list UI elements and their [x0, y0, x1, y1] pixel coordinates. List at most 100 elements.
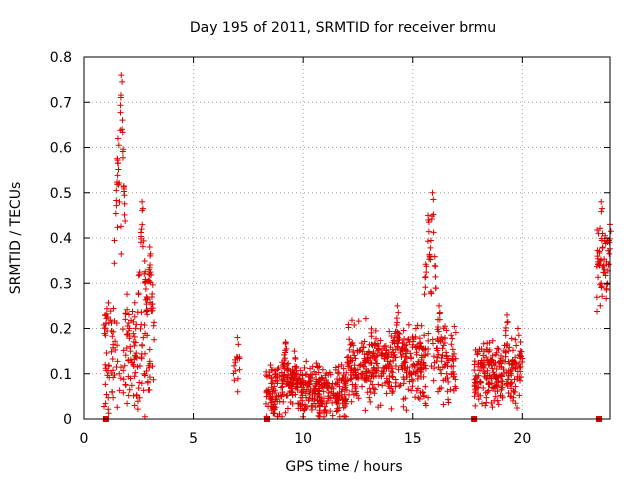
data-point	[236, 366, 243, 373]
data-point	[482, 402, 489, 409]
data-point	[476, 367, 483, 374]
data-point	[271, 401, 278, 408]
data-point	[316, 363, 323, 370]
data-point	[385, 378, 392, 385]
data-point	[440, 401, 447, 408]
data-point	[305, 397, 312, 404]
data-point	[427, 237, 434, 244]
data-point	[297, 405, 304, 412]
data-point	[395, 340, 402, 347]
data-point	[308, 406, 315, 413]
data-point	[595, 261, 602, 268]
data-point	[344, 354, 351, 361]
data-point	[414, 375, 421, 382]
data-point	[369, 342, 376, 349]
data-point	[120, 347, 127, 354]
data-point	[499, 393, 506, 400]
grid-lines	[84, 57, 610, 419]
data-point	[280, 363, 287, 370]
data-point	[422, 402, 429, 409]
data-point	[288, 388, 295, 395]
data-point	[278, 384, 285, 391]
data-point	[329, 399, 336, 406]
data-point	[600, 269, 607, 276]
data-point	[594, 247, 601, 254]
data-point	[267, 362, 274, 369]
data-point	[415, 394, 422, 401]
data-point	[148, 293, 155, 300]
data-point	[268, 366, 275, 373]
data-point	[128, 317, 135, 324]
x-axis-label: GPS time / hours	[285, 459, 402, 475]
data-point	[409, 378, 416, 385]
data-point	[601, 256, 608, 263]
data-point	[108, 348, 115, 355]
x-tick-label: 20	[513, 431, 531, 447]
data-point	[133, 354, 140, 361]
data-point	[363, 372, 370, 379]
data-point	[134, 398, 141, 405]
data-point	[296, 400, 303, 407]
data-point	[120, 389, 127, 396]
data-point	[349, 339, 356, 346]
data-point	[445, 396, 452, 403]
data-point	[281, 371, 288, 378]
data-point	[284, 365, 291, 372]
data-point	[475, 384, 482, 391]
data-point	[146, 358, 153, 365]
data-point	[333, 376, 340, 383]
y-tick-label: 0.4	[50, 231, 72, 247]
data-point	[126, 386, 133, 393]
data-point	[506, 360, 513, 367]
data-point	[491, 397, 498, 404]
data-point	[298, 388, 305, 395]
data-point	[512, 354, 519, 361]
data-point	[118, 223, 125, 230]
data-point	[445, 378, 452, 385]
data-point	[147, 250, 154, 257]
data-point	[488, 357, 495, 364]
data-point	[508, 366, 515, 373]
data-point	[148, 305, 155, 312]
data-point	[352, 385, 359, 392]
data-point	[495, 401, 502, 408]
data-point	[400, 403, 407, 410]
data-point	[361, 359, 368, 366]
data-point	[132, 369, 139, 376]
data-point	[126, 325, 133, 332]
data-point	[146, 346, 153, 353]
data-point	[393, 315, 400, 322]
data-point	[596, 262, 603, 269]
data-point	[519, 359, 526, 366]
data-point	[141, 280, 148, 287]
y-tick-label: 0.3	[50, 276, 72, 292]
data-point	[378, 368, 385, 375]
data-point	[477, 379, 484, 386]
data-point	[332, 366, 339, 373]
data-point	[498, 360, 505, 367]
data-point	[323, 409, 330, 416]
data-point	[274, 377, 281, 384]
data-point	[116, 179, 123, 186]
data-point	[272, 396, 279, 403]
data-point	[511, 376, 518, 383]
data-point	[513, 363, 520, 370]
data-point	[139, 198, 146, 205]
data-point	[117, 109, 124, 116]
data-point	[597, 302, 604, 309]
data-point	[399, 345, 406, 352]
data-point	[301, 406, 308, 413]
data-point	[120, 146, 127, 153]
data-point	[146, 264, 153, 271]
data-point	[300, 377, 307, 384]
data-point	[386, 362, 393, 369]
data-point	[130, 330, 137, 337]
data-point	[504, 318, 511, 325]
data-point	[359, 383, 366, 390]
data-point	[478, 346, 485, 353]
data-point	[401, 365, 408, 372]
data-point	[123, 331, 130, 338]
data-point	[414, 385, 421, 392]
data-point	[263, 368, 270, 375]
data-point	[392, 363, 399, 370]
